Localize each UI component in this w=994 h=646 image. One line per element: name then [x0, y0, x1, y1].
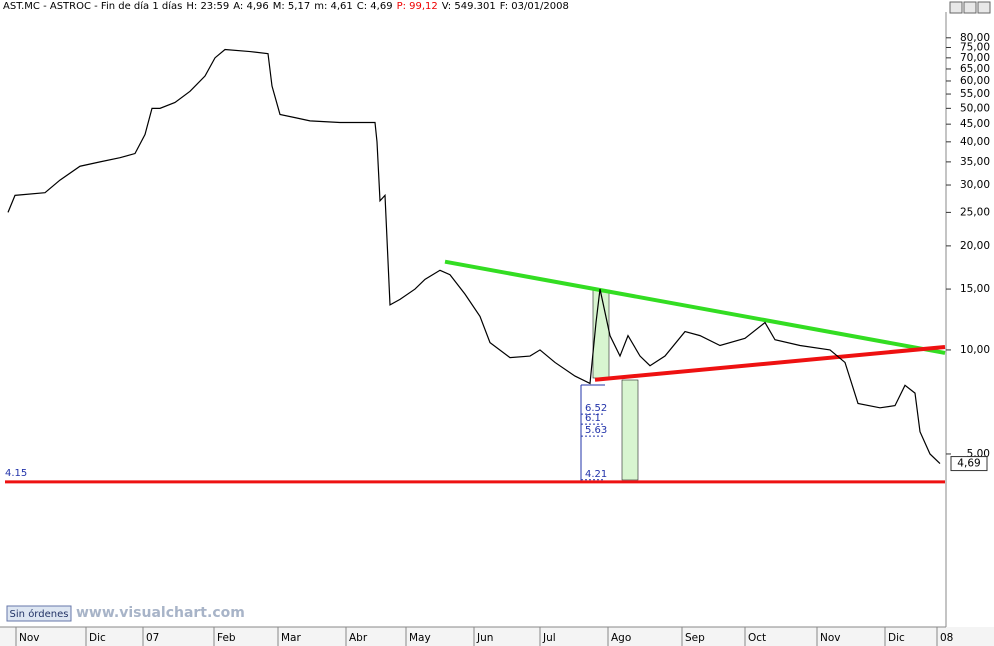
y-tick-label: 40,00 [960, 136, 990, 148]
x-tick-label: Dic [888, 632, 905, 644]
header-item: F: 03/01/2008 [499, 1, 569, 12]
level-label: 5.63 [585, 425, 607, 436]
zone-box [621, 379, 639, 481]
window-button[interactable] [977, 1, 991, 14]
trendline [444, 259, 946, 355]
level-label: 6.52 [585, 403, 607, 414]
header-item: H: 23:59 [186, 1, 230, 12]
last-price-label: 4,69 [957, 458, 980, 470]
last-price-box [950, 456, 988, 472]
y-tick-label: 20,00 [960, 240, 990, 252]
y-tick-label: 70,00 [960, 52, 990, 64]
header-item: V: 549.301 [441, 1, 496, 12]
x-tick-label: 08 [940, 632, 953, 644]
header-item: AST.MC - ASTROC - Fin de día 1 días [3, 1, 183, 12]
header-item: M: 5,17 [272, 1, 311, 12]
x-tick-label: Sep [685, 632, 705, 644]
x-tick-label: Dic [89, 632, 106, 644]
x-tick-label: Ago [611, 632, 631, 644]
status-button[interactable] [6, 605, 72, 622]
x-tick-label: Jun [476, 632, 493, 644]
x-tick-label: Nov [820, 632, 841, 644]
x-tick-label: 07 [146, 632, 159, 644]
y-tick-label: 55,00 [960, 88, 990, 100]
level-label: 6.1 [585, 413, 601, 424]
x-tick-label: Feb [217, 632, 236, 644]
support-label: 4.15 [5, 468, 27, 479]
y-tick-label: 80,00 [960, 32, 990, 44]
y-tick-label: 45,00 [960, 118, 990, 130]
watermark: www.visualchart.com [76, 605, 245, 621]
x-tick-label: Abr [349, 632, 368, 644]
y-tick-label: 65,00 [960, 63, 990, 75]
x-tick-label: Mar [281, 632, 301, 644]
y-tick-label: 25,00 [960, 206, 990, 218]
status-text: Sin órdenes [10, 608, 69, 620]
header-item: m: 4,61 [314, 1, 353, 12]
x-tick-label: Nov [19, 632, 40, 644]
x-tick-label: Oct [748, 632, 766, 644]
y-tick-label: 15,00 [960, 283, 990, 295]
header-item: C: 4,69 [356, 1, 393, 12]
y-tick-label: 75,00 [960, 41, 990, 53]
window-button[interactable] [949, 1, 963, 14]
header-item: P: 99,12 [396, 1, 438, 12]
trendline [594, 344, 946, 382]
price-line [7, 48, 941, 465]
window-button[interactable] [963, 1, 977, 14]
y-tick-label: 10,00 [960, 344, 990, 356]
level-label: 4.21 [585, 469, 607, 480]
y-tick-label: 50,00 [960, 102, 990, 114]
header-item: A: 4,96 [233, 1, 269, 12]
x-tick-label: Jul [542, 632, 556, 644]
y-tick-label: 60,00 [960, 75, 990, 87]
y-tick-label: 35,00 [960, 156, 990, 168]
header: AST.MC - ASTROC - Fin de día 1 días H: 23… [0, 0, 573, 14]
x-tick-label: May [409, 632, 431, 644]
y-tick-label: 30,00 [960, 179, 990, 191]
